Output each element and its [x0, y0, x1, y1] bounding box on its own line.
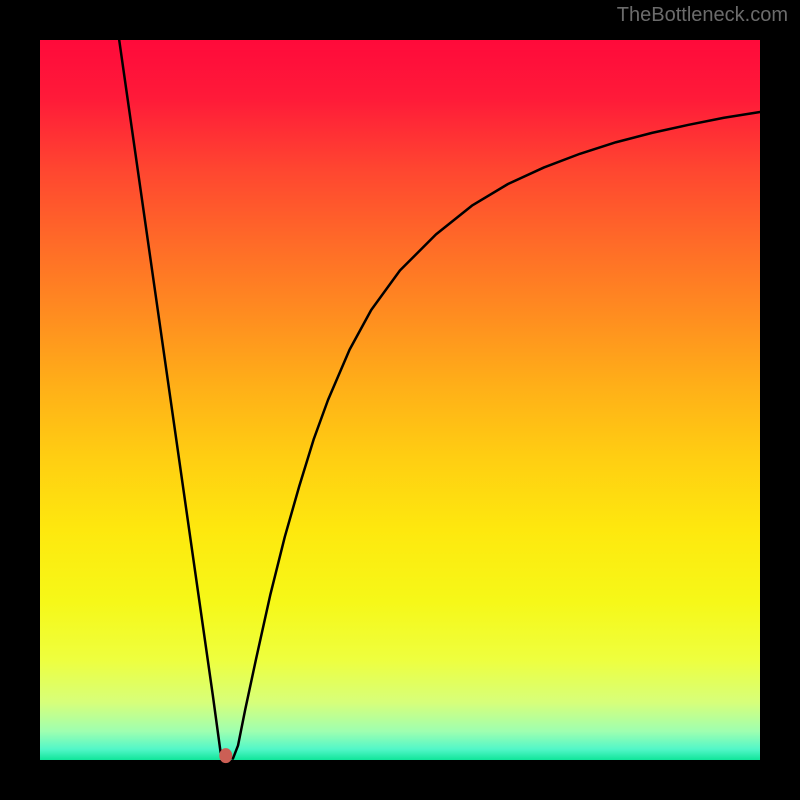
minimum-marker	[220, 749, 232, 763]
chart-container: TheBottleneck.com	[0, 0, 800, 800]
watermark-text: TheBottleneck.com	[617, 4, 788, 27]
plot-background	[40, 40, 760, 760]
bottleneck-chart	[0, 0, 800, 800]
